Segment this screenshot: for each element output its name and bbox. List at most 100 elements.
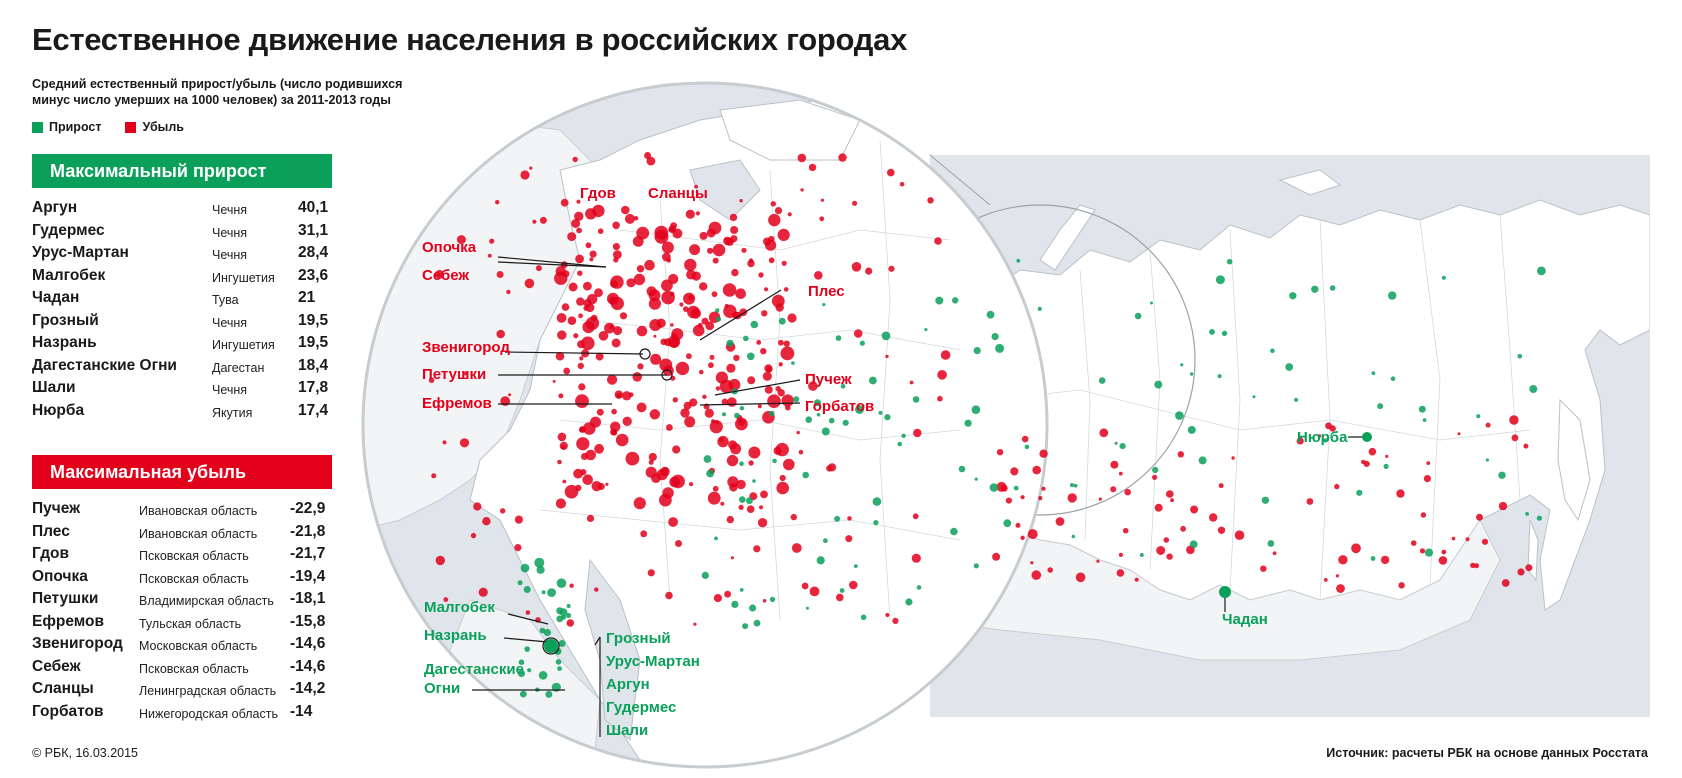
city-dot <box>1166 553 1173 560</box>
city-dot <box>813 399 821 407</box>
city-dot <box>524 646 530 652</box>
city-dot <box>730 443 742 455</box>
city-dot <box>489 238 495 244</box>
city-dot <box>686 353 692 360</box>
city-dot <box>1270 348 1275 354</box>
region-name: Псковская область <box>139 549 249 563</box>
city-dot <box>935 296 944 305</box>
max-growth-table: Аргун Чечня 40,1 Гудермес Чечня 31,1 Урус-Март… <box>32 197 332 422</box>
city-dot <box>1377 403 1384 410</box>
city-dot <box>708 221 722 235</box>
value: 19,5 <box>298 311 329 329</box>
city-dot <box>654 225 669 240</box>
city-dot <box>1218 483 1224 489</box>
region-name: Чечня <box>212 225 248 240</box>
city-dot <box>838 153 847 162</box>
city-dot <box>561 445 566 450</box>
label-urus-martan: Урус-Мартан <box>606 653 700 670</box>
city-dot <box>1509 415 1519 425</box>
city-dot <box>1419 548 1426 554</box>
city-dot <box>558 393 564 399</box>
value: -21,7 <box>290 545 326 562</box>
city-dot <box>1038 496 1043 501</box>
city-dot <box>727 476 739 488</box>
label-chadan: Чадан <box>1222 611 1268 628</box>
city-dot <box>691 271 701 281</box>
page-title: Естественное движение населения в россий… <box>32 22 908 57</box>
city-dot <box>888 265 895 272</box>
city-dot <box>753 619 761 627</box>
city-dot <box>839 588 845 593</box>
city-name: Себеж <box>32 657 81 675</box>
city-dot <box>899 181 905 187</box>
value: 40,1 <box>298 199 329 216</box>
city-dot <box>798 449 804 455</box>
city-dot <box>555 659 562 665</box>
city-dot <box>435 555 445 566</box>
city-dot <box>575 484 582 492</box>
city-dot <box>739 199 743 203</box>
city-dot <box>986 310 995 319</box>
city-dot <box>443 597 449 602</box>
city-dot <box>709 354 715 360</box>
city-dot <box>582 474 593 486</box>
city-dot <box>1039 449 1048 458</box>
city-dot <box>1498 501 1508 511</box>
city-dot <box>1163 537 1170 543</box>
city-dot <box>734 412 740 419</box>
city-dot <box>712 257 719 264</box>
city-dot <box>1536 515 1542 521</box>
city-dot <box>1294 397 1299 402</box>
city-dot <box>1154 380 1163 389</box>
region-name: Ингушетия <box>212 270 275 285</box>
city-dot <box>855 405 864 414</box>
city-dot <box>578 383 586 391</box>
label-efremov: Ефремов <box>422 395 492 412</box>
city-dot <box>587 293 598 305</box>
city-dot <box>1410 540 1417 546</box>
city-dot <box>800 188 804 192</box>
city-dot <box>665 591 673 600</box>
city-dot <box>1451 536 1456 541</box>
city-dot <box>724 590 731 598</box>
city-dot <box>1361 459 1366 465</box>
city-dot <box>470 532 477 539</box>
legend-decline-label: Убыль <box>142 120 184 134</box>
city-dot <box>594 288 603 298</box>
city-dot <box>684 258 697 272</box>
city-dot <box>1110 486 1117 493</box>
city-dot <box>585 449 596 461</box>
city-dot <box>666 258 671 263</box>
city-dot <box>622 416 632 426</box>
city-dot <box>767 394 781 409</box>
city-dot <box>1296 437 1304 445</box>
city-dot <box>561 614 567 620</box>
city-dot <box>736 479 746 490</box>
city-dot <box>1465 537 1470 542</box>
city-dot <box>726 339 734 347</box>
city-dot <box>901 433 906 438</box>
city-dot <box>559 608 568 617</box>
legend-decline: Убыль <box>125 120 184 134</box>
city-dot <box>728 378 741 391</box>
city-dot <box>610 421 621 432</box>
city-dot <box>506 289 511 295</box>
city-dot <box>912 513 919 520</box>
label-shali: Шали <box>606 722 648 739</box>
city-dot <box>757 404 762 409</box>
city-dot <box>1317 434 1322 438</box>
city-name: Чадан <box>32 289 80 306</box>
city-dot <box>594 587 599 592</box>
city-dot <box>517 580 523 586</box>
city-dot <box>646 286 657 297</box>
city-dot <box>1221 330 1228 336</box>
city-dot <box>557 330 567 340</box>
value: -21,8 <box>290 522 326 540</box>
city-dot <box>633 497 646 510</box>
value: -19,4 <box>290 567 326 585</box>
city-dot <box>520 563 530 573</box>
city-dot <box>594 443 604 454</box>
city-dot <box>806 606 809 610</box>
city-dot <box>1423 475 1431 483</box>
